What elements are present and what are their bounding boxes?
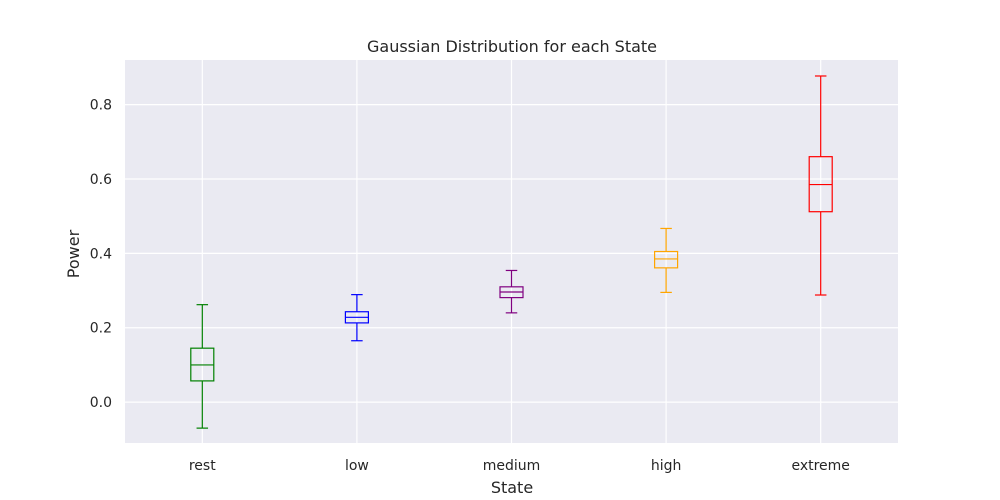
y-tick-label: 0.2 xyxy=(90,321,112,337)
box-high xyxy=(653,227,679,294)
x-tick-labels: rest low medium high extreme xyxy=(189,458,850,474)
y-tick-label: 0.6 xyxy=(90,172,112,188)
boxes xyxy=(190,75,833,429)
x-tick-label: high xyxy=(651,458,682,474)
x-tick-label: rest xyxy=(189,458,216,474)
y-tick-label: 0.8 xyxy=(90,98,112,114)
y-tick-label: 0.4 xyxy=(90,246,112,262)
x-axis-label: State xyxy=(491,478,533,497)
y-tick-label: 0.0 xyxy=(90,395,112,411)
y-tick-labels: 0.0 0.2 0.4 0.6 0.8 xyxy=(90,98,112,411)
x-tick-label: extreme xyxy=(791,458,849,474)
x-tick-label: medium xyxy=(483,458,541,474)
chart-title: Gaussian Distribution for each State xyxy=(367,37,657,56)
box-iqr xyxy=(653,250,679,269)
y-axis-label: Power xyxy=(64,229,83,278)
x-tick-label: low xyxy=(345,458,369,474)
box-extreme xyxy=(808,75,833,296)
box-low xyxy=(344,294,369,342)
box-rest xyxy=(190,304,215,429)
box-medium xyxy=(499,269,524,314)
